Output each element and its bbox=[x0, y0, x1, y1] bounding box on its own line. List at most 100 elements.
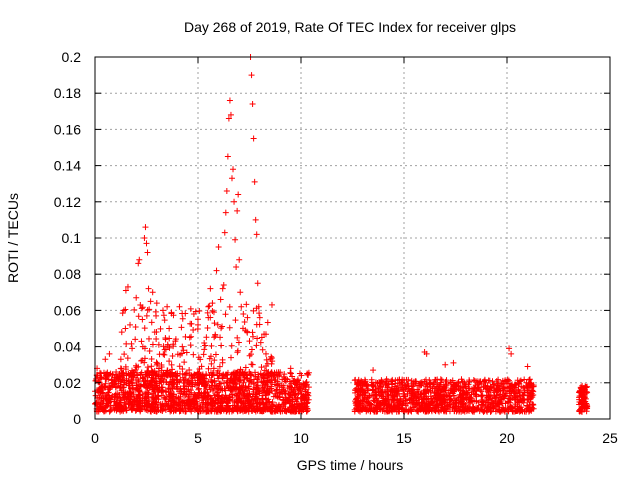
data-point bbox=[434, 388, 441, 395]
data-point bbox=[450, 359, 457, 366]
data-point bbox=[181, 402, 188, 409]
data-point bbox=[153, 300, 160, 307]
data-point bbox=[214, 367, 221, 374]
data-point bbox=[166, 344, 173, 351]
data-point bbox=[268, 301, 275, 308]
data-point bbox=[139, 316, 146, 323]
data-point bbox=[170, 404, 177, 411]
data-point bbox=[215, 386, 222, 393]
data-point bbox=[281, 371, 288, 378]
data-point bbox=[355, 382, 362, 389]
data-point bbox=[182, 310, 189, 317]
data-point bbox=[248, 372, 255, 379]
data-point bbox=[237, 366, 244, 373]
data-point bbox=[102, 356, 109, 363]
data-point bbox=[259, 346, 266, 353]
data-point bbox=[502, 400, 509, 407]
data-point bbox=[463, 408, 470, 415]
data-point bbox=[97, 384, 104, 391]
data-point bbox=[276, 389, 283, 396]
data-point bbox=[247, 377, 254, 384]
data-point bbox=[353, 396, 359, 403]
data-point bbox=[462, 382, 469, 389]
data-point bbox=[131, 371, 138, 378]
data-point bbox=[367, 408, 374, 415]
data-point bbox=[505, 380, 512, 387]
data-point bbox=[241, 376, 248, 383]
x-tick-label: 0 bbox=[91, 430, 99, 446]
data-point bbox=[450, 392, 457, 399]
data-point bbox=[178, 350, 185, 357]
data-point bbox=[460, 400, 467, 407]
data-point bbox=[152, 372, 159, 379]
data-point bbox=[202, 342, 209, 349]
data-point bbox=[193, 394, 200, 401]
data-point bbox=[526, 399, 533, 406]
data-point bbox=[473, 405, 480, 412]
data-point bbox=[190, 351, 197, 358]
data-point bbox=[104, 391, 111, 398]
data-point bbox=[155, 341, 162, 348]
data-point bbox=[380, 397, 387, 404]
data-point bbox=[266, 372, 273, 379]
y-tick-label: 0.18 bbox=[54, 85, 81, 101]
data-point bbox=[216, 380, 223, 387]
data-point bbox=[218, 342, 225, 349]
data-point bbox=[119, 310, 126, 317]
data-point bbox=[483, 399, 490, 406]
data-point bbox=[423, 387, 430, 394]
data-point bbox=[403, 383, 410, 390]
data-point bbox=[148, 319, 155, 326]
data-point bbox=[148, 363, 155, 370]
data-point bbox=[153, 359, 160, 366]
data-point bbox=[133, 382, 140, 389]
data-point bbox=[143, 312, 150, 319]
data-point bbox=[359, 401, 366, 408]
data-point bbox=[244, 392, 251, 399]
data-point bbox=[158, 379, 165, 386]
data-point bbox=[169, 393, 176, 400]
data-point bbox=[388, 381, 395, 388]
data-point bbox=[510, 388, 517, 395]
data-point bbox=[158, 361, 165, 368]
data-point bbox=[508, 350, 515, 357]
data-point bbox=[143, 402, 150, 409]
data-point bbox=[232, 317, 239, 324]
data-point bbox=[285, 407, 292, 414]
data-point bbox=[478, 401, 485, 408]
data-point bbox=[167, 408, 174, 415]
data-point bbox=[121, 351, 128, 358]
data-point bbox=[467, 395, 474, 402]
data-point bbox=[290, 407, 297, 414]
data-point bbox=[228, 408, 235, 415]
data-point bbox=[302, 401, 309, 408]
data-point bbox=[159, 307, 166, 314]
data-point bbox=[177, 408, 184, 415]
data-point bbox=[224, 378, 231, 385]
data-point bbox=[166, 391, 173, 398]
data-point bbox=[296, 370, 303, 377]
data-point bbox=[505, 408, 512, 415]
data-point bbox=[529, 402, 536, 409]
data-point bbox=[243, 372, 250, 379]
data-point bbox=[164, 341, 171, 348]
data-point bbox=[422, 383, 429, 390]
data-point bbox=[228, 354, 235, 361]
data-point bbox=[355, 378, 362, 385]
data-point bbox=[217, 296, 224, 303]
data-point bbox=[434, 376, 441, 383]
data-point bbox=[138, 338, 145, 345]
data-point bbox=[417, 403, 424, 410]
data-point bbox=[146, 306, 153, 313]
data-point bbox=[266, 387, 273, 394]
data-point bbox=[124, 355, 131, 362]
data-point bbox=[150, 394, 157, 401]
data-point bbox=[506, 345, 513, 352]
data-point bbox=[146, 348, 153, 355]
data-point bbox=[397, 398, 404, 405]
data-point bbox=[172, 338, 179, 345]
data-point bbox=[149, 341, 156, 348]
data-point bbox=[456, 392, 463, 399]
data-point bbox=[196, 375, 203, 382]
